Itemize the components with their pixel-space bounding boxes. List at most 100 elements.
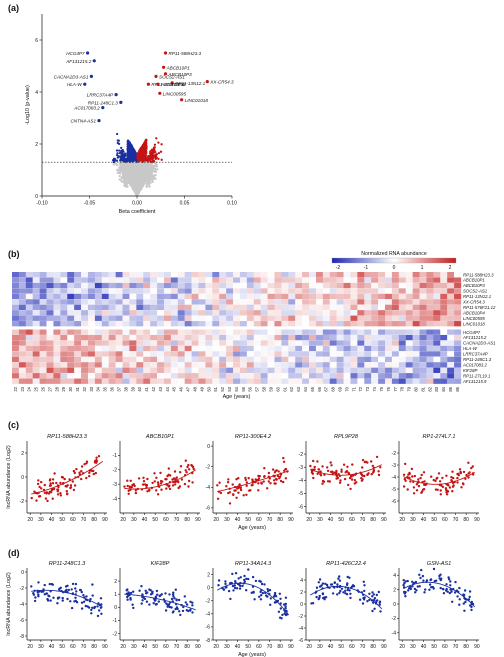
heatmap-cell — [39, 378, 47, 384]
heatmap-cell — [385, 315, 393, 321]
data-point — [160, 488, 163, 491]
legend-color-bar — [331, 257, 457, 264]
heatmap-cell — [226, 282, 234, 289]
data-point — [157, 600, 160, 603]
age-tick-label: 76 — [386, 386, 391, 391]
data-point — [80, 470, 83, 473]
data-point — [85, 595, 88, 598]
heatmap-cell — [184, 310, 192, 316]
volcano-point — [143, 141, 146, 145]
data-point — [457, 472, 460, 475]
heatmap-cell — [253, 345, 261, 352]
volcano-point — [124, 185, 128, 188]
volcano-point — [143, 166, 146, 169]
heatmap-cell — [81, 345, 89, 352]
heatmap-cell — [122, 356, 130, 363]
data-point — [49, 491, 53, 494]
heatmap-cell — [219, 288, 227, 294]
age-tick-label: 69 — [338, 386, 343, 391]
data-point — [75, 467, 78, 471]
panel-b-label: (b) — [8, 249, 20, 259]
age-tick-label: 83 — [434, 386, 439, 391]
data-point — [34, 596, 37, 599]
heatmap-cell — [212, 293, 220, 300]
heatmap-cell — [246, 351, 254, 357]
heatmap-cell — [46, 356, 54, 363]
heatmap-cell — [74, 334, 82, 341]
heatmap-cell — [315, 310, 323, 316]
heatmap-cell — [253, 367, 261, 373]
heatmap-cell — [350, 345, 358, 352]
heatmap-cell — [433, 362, 441, 368]
legend-tick-label: 1 — [421, 265, 424, 271]
heatmap-cell — [336, 329, 344, 335]
heatmap-cell — [115, 329, 123, 335]
heatmap-cell — [53, 288, 61, 294]
volcano-point — [139, 185, 143, 188]
data-point — [156, 481, 160, 484]
data-point — [235, 496, 238, 499]
y-tick-label: -2 — [20, 499, 25, 505]
heatmap-cell — [25, 304, 33, 310]
heatmap-cell — [426, 299, 434, 305]
data-point — [164, 609, 168, 612]
data-point — [126, 595, 129, 599]
data-point — [277, 470, 280, 473]
heatmap-cell — [322, 329, 330, 335]
heatmap-cell — [177, 334, 185, 341]
data-point — [174, 588, 177, 591]
highlighted-point — [205, 80, 209, 84]
heatmap-cell — [157, 367, 165, 373]
heatmap-cell — [233, 340, 241, 346]
heatmap-cell — [385, 321, 393, 327]
heatmap-cell — [46, 277, 54, 283]
heatmap-cell — [329, 329, 337, 335]
volcano-point — [152, 154, 155, 157]
age-tick-label: 53 — [227, 386, 232, 391]
heatmap-cell — [143, 299, 151, 305]
heatmap-cell — [426, 373, 434, 379]
heatmap-cell — [170, 315, 178, 321]
heatmap-cell — [46, 272, 54, 278]
data-point — [276, 474, 280, 478]
y-tick-label: 4 — [35, 90, 38, 96]
y-tick-label: -8 — [20, 634, 25, 640]
data-point — [155, 476, 158, 479]
data-point — [231, 483, 234, 486]
heatmap-cell — [398, 373, 406, 379]
heatmap-cell — [32, 321, 40, 327]
heatmap-cell — [115, 315, 123, 321]
highlighted-point — [101, 106, 105, 110]
heatmap-cell — [454, 272, 462, 278]
data-point — [69, 484, 73, 487]
heatmap-cell — [205, 288, 213, 294]
y-tick-label: -2 — [299, 452, 304, 458]
volcano-point — [125, 173, 128, 176]
heatmap-cell — [67, 345, 75, 352]
heatmap-cell — [205, 304, 213, 310]
heatmap-cell — [295, 321, 303, 327]
x-tick-label: 80 — [277, 517, 283, 523]
heatmap-cell — [440, 351, 448, 357]
heatmap-cell — [267, 299, 275, 305]
data-point — [415, 483, 418, 486]
heatmap-cell — [440, 334, 448, 341]
data-point — [273, 601, 277, 604]
data-point — [377, 470, 380, 473]
heatmap-cell — [454, 321, 462, 327]
data-point — [245, 589, 248, 592]
heatmap-cell — [219, 345, 227, 352]
heatmap-cell — [447, 272, 455, 278]
data-point — [238, 587, 242, 590]
heatmap-cell — [184, 293, 192, 300]
data-point — [165, 602, 168, 605]
heatmap-cell — [419, 293, 427, 300]
heatmap-cell — [302, 378, 310, 384]
data-point — [326, 480, 330, 483]
heatmap-cell — [398, 310, 406, 316]
heatmap-cell — [426, 304, 434, 310]
data-point — [80, 607, 84, 610]
heatmap-cell — [343, 277, 351, 283]
heatmap-row-label: ABCB10P3 — [462, 283, 485, 288]
